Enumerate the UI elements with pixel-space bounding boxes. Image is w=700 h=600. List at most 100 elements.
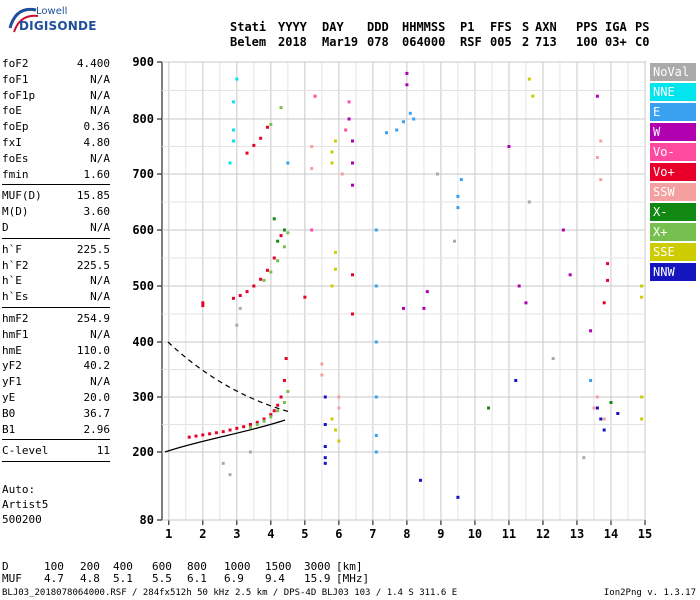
header-label-0: Stati bbox=[230, 20, 267, 34]
data-point-noval bbox=[238, 306, 242, 310]
header-label-1: YYYY bbox=[278, 20, 307, 34]
header-value-0: Belem bbox=[230, 35, 267, 49]
data-point-noval bbox=[453, 239, 457, 243]
param-value: N/A bbox=[90, 327, 110, 341]
param-row: foF1p N/A bbox=[2, 88, 110, 104]
param-value: N/A bbox=[90, 274, 110, 288]
distance-value: 1000 bbox=[224, 560, 251, 573]
data-point-sse bbox=[333, 139, 337, 143]
data-point-vo- bbox=[245, 151, 249, 155]
data-point-x- bbox=[248, 425, 252, 429]
y-tick-label: 600 bbox=[132, 223, 154, 237]
x-tick-label: 4 bbox=[267, 527, 274, 541]
data-point-w bbox=[405, 71, 409, 75]
x-tick-label: 3 bbox=[233, 527, 240, 541]
data-point-w bbox=[561, 228, 565, 232]
param-value: 225.5 bbox=[76, 242, 110, 256]
param-row: foE N/A bbox=[2, 103, 110, 119]
data-point-vo- bbox=[272, 256, 276, 260]
data-point-w bbox=[589, 329, 593, 333]
data-point-w bbox=[568, 273, 572, 277]
data-point-ssw bbox=[310, 167, 314, 170]
data-point-vo- bbox=[279, 234, 283, 238]
x-tick-label: 9 bbox=[437, 527, 444, 541]
y-tick-label: 800 bbox=[132, 112, 154, 126]
muf-value: 9.4 bbox=[265, 572, 285, 585]
data-point-sse bbox=[333, 428, 337, 432]
data-point-w bbox=[507, 145, 511, 148]
param-name: hmF2 bbox=[2, 311, 29, 325]
data-point-x- bbox=[272, 217, 276, 221]
data-point-w bbox=[402, 306, 405, 310]
param-value: 1.60 bbox=[83, 167, 111, 181]
data-point-vo- bbox=[259, 277, 263, 281]
param-name: foE bbox=[2, 104, 22, 118]
legend-item-ssw: SSW bbox=[650, 183, 696, 201]
data-point-sse bbox=[330, 284, 334, 288]
data-point-vo- bbox=[350, 312, 354, 316]
param-row: hmF2 254.9 bbox=[2, 311, 110, 327]
y-tick-label: 900 bbox=[132, 55, 154, 69]
param-value: 110.0 bbox=[76, 343, 110, 357]
param-row: h`Es N/A bbox=[2, 289, 110, 305]
data-point-x- bbox=[262, 278, 266, 282]
param-value: 2.96 bbox=[83, 422, 111, 436]
distance-value: 800 bbox=[187, 560, 207, 573]
data-point-e bbox=[408, 111, 412, 115]
header-row-values: Belem 2018 Mar19 078 064000 RSF 005 2 713 100 03+ C… bbox=[230, 35, 700, 49]
param-value: 225.5 bbox=[76, 258, 110, 272]
legend-item-noval: NoVal bbox=[650, 63, 696, 81]
y-tick-label: 700 bbox=[132, 167, 154, 181]
data-point-vo- bbox=[208, 432, 212, 436]
data-point-nnw bbox=[323, 445, 327, 448]
data-point-w bbox=[425, 290, 429, 294]
data-point-x- bbox=[286, 231, 290, 235]
data-point-noval bbox=[221, 461, 225, 465]
header-value-2: Mar19 bbox=[322, 35, 359, 49]
data-point-e bbox=[412, 117, 416, 121]
data-point-vo- bbox=[262, 417, 266, 421]
distance-label: D bbox=[2, 560, 9, 573]
data-point-ssw bbox=[310, 145, 314, 148]
data-point-x- bbox=[276, 259, 280, 263]
data-point-sse bbox=[330, 150, 334, 154]
footer-file-info: BLJ03_2018078064000.RSF / 284fx512h 50 k… bbox=[2, 588, 458, 598]
param-name: fxI bbox=[2, 135, 22, 149]
data-point-x- bbox=[487, 406, 491, 410]
data-point-sse bbox=[640, 284, 644, 288]
param-row: yF2 40.2 bbox=[2, 358, 110, 374]
scaled-parameters-panel: foF2 4.400 foF1 N/A foF1p N/A foE N/A foEp 0.36 fx… bbox=[2, 56, 110, 465]
data-point-x- bbox=[276, 239, 280, 243]
data-point-ssw bbox=[337, 395, 341, 399]
data-point-nnw bbox=[456, 495, 460, 499]
muf-unit: [MHz] bbox=[336, 572, 370, 585]
param-name: fmin bbox=[2, 167, 29, 181]
x-tick-label: 2 bbox=[199, 527, 206, 541]
param-row: hmF1 N/A bbox=[2, 327, 110, 343]
data-point-e bbox=[456, 194, 460, 198]
data-point-vo- bbox=[313, 94, 317, 98]
param-row: fxI 4.80 bbox=[2, 135, 110, 151]
y-tick-label: 200 bbox=[132, 445, 154, 459]
header-label-2: DAY bbox=[322, 20, 344, 34]
muf-value: 4.7 bbox=[44, 572, 64, 585]
data-point-x- bbox=[269, 415, 273, 419]
param-value: 3.60 bbox=[83, 205, 111, 219]
data-point-vo- bbox=[255, 420, 259, 424]
data-point-vo- bbox=[245, 290, 249, 294]
data-point-e bbox=[402, 120, 405, 124]
data-point-sse bbox=[337, 439, 341, 443]
param-row: D N/A bbox=[2, 220, 110, 236]
header-label-8: AXN bbox=[535, 20, 557, 34]
header-value-5: RSF bbox=[460, 35, 482, 49]
param-name: D bbox=[2, 220, 9, 234]
param-row: yF1 N/A bbox=[2, 374, 110, 390]
data-point-e bbox=[395, 128, 399, 132]
param-value: 36.7 bbox=[83, 406, 111, 420]
data-point-ssw bbox=[320, 362, 324, 366]
param-value: 4.400 bbox=[76, 57, 110, 70]
auto-version-code: 500200 bbox=[2, 513, 42, 526]
param-name: yE bbox=[2, 390, 16, 404]
digisonde-logo: Lowell DIGISONDE bbox=[6, 4, 96, 38]
data-point-noval bbox=[228, 473, 232, 477]
